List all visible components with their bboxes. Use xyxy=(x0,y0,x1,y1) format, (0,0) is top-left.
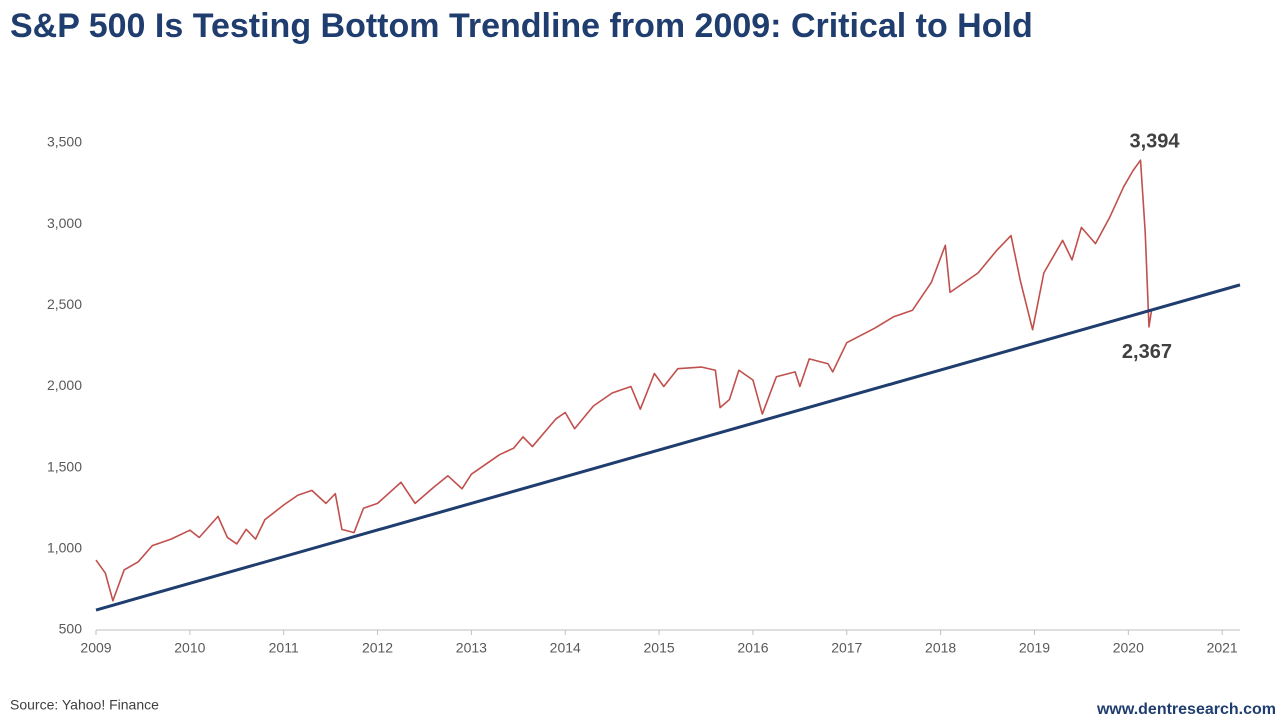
trend-line xyxy=(95,283,1241,612)
source: Source: Yahoo! Finance xyxy=(10,697,159,713)
x-tick-label: 2011 xyxy=(269,640,299,656)
website: www.dentresearch.com xyxy=(1096,701,1276,718)
y-tick-label: 2,000 xyxy=(47,377,82,393)
x-tick-label: 2020 xyxy=(1113,640,1144,656)
x-tick-label: 2021 xyxy=(1207,640,1238,656)
x-tick-label: 2019 xyxy=(1019,640,1050,656)
x-tick-label: 2015 xyxy=(644,640,675,656)
x-tick-label: 2012 xyxy=(362,640,393,656)
y-tick-label: 2,500 xyxy=(47,296,82,312)
annotation: 3,394 xyxy=(1129,130,1180,152)
x-tick-label: 2010 xyxy=(174,640,205,656)
x-tick-label: 2017 xyxy=(831,640,862,656)
x-tick-label: 2009 xyxy=(80,640,111,656)
x-tick-label: 2018 xyxy=(925,640,956,656)
y-tick-label: 1,500 xyxy=(47,458,82,474)
annotation: 2,367 xyxy=(1122,341,1172,363)
price-line xyxy=(95,159,1153,602)
y-tick-label: 1,000 xyxy=(47,540,82,556)
x-tick-label: 2014 xyxy=(550,640,581,656)
x-tick-label: 2013 xyxy=(456,640,487,656)
x-tick-label: 2016 xyxy=(737,640,768,656)
y-tick-label: 3,500 xyxy=(47,134,82,150)
y-tick-label: 3,000 xyxy=(47,215,82,231)
y-tick-label: 500 xyxy=(59,621,83,637)
chart-title: S&P 500 Is Testing Bottom Trendline from… xyxy=(10,7,1033,45)
